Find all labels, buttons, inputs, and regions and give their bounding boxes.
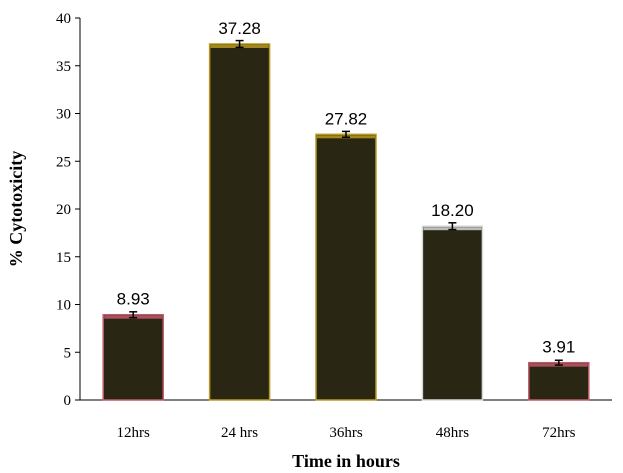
- bar: [528, 361, 590, 401]
- y-axis: 0 5 10 15 20 25 30 35 40: [56, 11, 81, 409]
- bar: [421, 225, 484, 401]
- x-tick-label: 48hrs: [436, 425, 469, 441]
- x-axis-title: Time in hours: [292, 451, 400, 471]
- data-label: 8.93: [117, 290, 150, 309]
- data-label: 18.20: [431, 201, 474, 220]
- bar: [315, 133, 377, 401]
- bar: [208, 43, 271, 401]
- y-tick-label: 40: [56, 11, 71, 27]
- y-tick-label: 10: [56, 298, 71, 314]
- x-axis: 12hrs 24 hrs 36hrs 48hrs 72hrs: [80, 399, 612, 441]
- data-label: 27.82: [325, 109, 368, 128]
- y-axis-title: % Cytotoxicity: [6, 151, 26, 267]
- x-tick-label: 72hrs: [542, 425, 575, 441]
- x-tick-label: 12hrs: [117, 425, 150, 441]
- bars: [102, 39, 590, 401]
- y-tick-label: 0: [64, 393, 72, 409]
- x-ticks: 12hrs 24 hrs 36hrs 48hrs 72hrs: [117, 425, 576, 441]
- y-ticks: 0 5 10 15 20 25 30 35 40: [56, 11, 80, 409]
- data-label: 37.28: [218, 19, 261, 38]
- x-tick-label: 24 hrs: [221, 425, 258, 441]
- data-label: 3.91: [542, 338, 575, 357]
- x-tick-label: 36hrs: [329, 425, 362, 441]
- data-labels: 8.93 37.28 27.82 18.20 3.91: [117, 19, 576, 357]
- y-tick-label: 20: [56, 202, 71, 218]
- y-tick-label: 15: [56, 250, 71, 266]
- y-tick-label: 25: [56, 154, 71, 170]
- bar: [102, 313, 164, 401]
- y-tick-label: 5: [64, 345, 72, 361]
- y-tick-label: 30: [56, 107, 71, 123]
- y-tick-label: 35: [56, 59, 71, 75]
